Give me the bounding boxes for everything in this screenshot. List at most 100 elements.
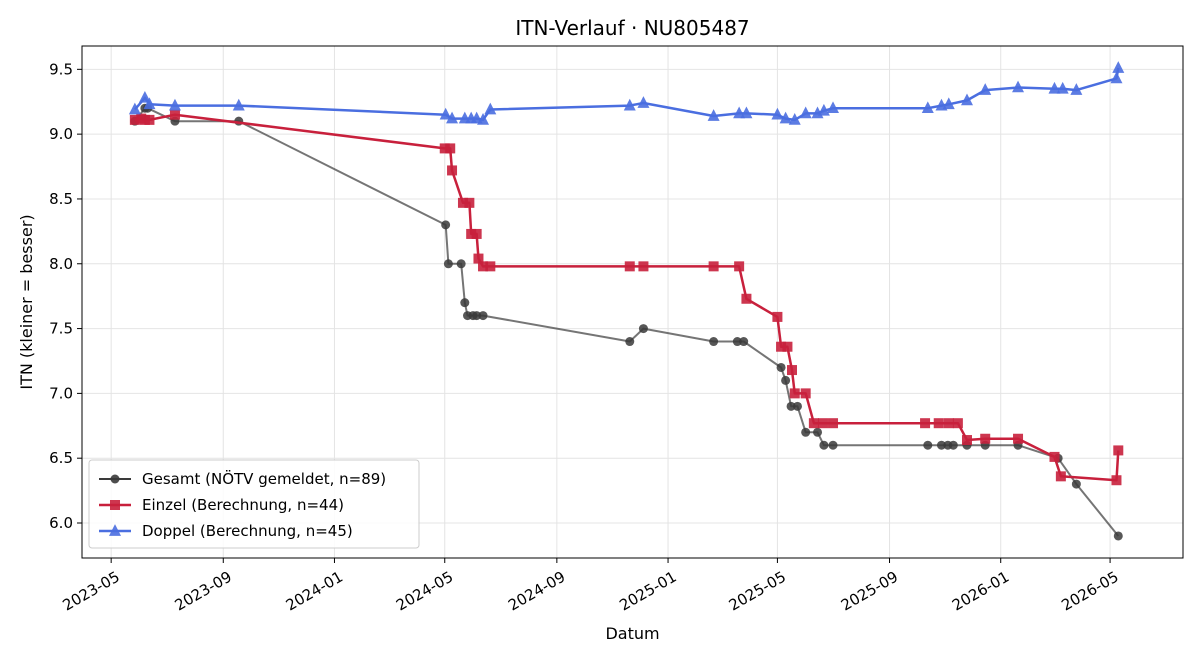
data-point <box>1113 445 1124 456</box>
legend-label: Gesamt (NÖTV gemeldet, n=89) <box>142 469 386 488</box>
data-point <box>478 261 489 272</box>
data-point <box>771 107 784 120</box>
data-point <box>232 98 245 111</box>
data-point <box>441 220 451 230</box>
data-point <box>460 298 470 308</box>
data-point <box>439 107 452 120</box>
data-point <box>1110 71 1123 84</box>
data-point <box>779 111 792 124</box>
data-point <box>457 197 468 208</box>
data-point <box>781 375 791 385</box>
series-triangle <box>128 61 1125 125</box>
data-point <box>936 440 946 450</box>
y-tick-label: 7.5 <box>49 320 73 338</box>
legend-entry: Gesamt (NÖTV gemeldet, n=89) <box>99 469 386 488</box>
legend-label: Einzel (Berechnung, n=44) <box>142 496 344 514</box>
series-line <box>134 113 1120 482</box>
y-axis-label: ITN (kleiner = besser) <box>17 214 36 389</box>
data-point <box>1056 81 1069 94</box>
data-point <box>828 440 838 450</box>
data-point <box>734 261 745 272</box>
data-point <box>466 228 477 239</box>
data-point <box>707 109 720 121</box>
data-point <box>473 253 484 264</box>
data-point <box>813 427 823 437</box>
data-point <box>477 112 490 125</box>
x-tick-label: 2025-09 <box>838 568 901 615</box>
data-point <box>786 401 796 411</box>
y-tick-label: 9.0 <box>49 125 73 143</box>
y-tick-label: 6.5 <box>49 449 73 467</box>
y-tick-label: 6.0 <box>49 514 73 532</box>
data-point <box>1113 531 1123 541</box>
data-point <box>638 324 648 334</box>
data-point <box>485 261 496 272</box>
y-tick-label: 9.5 <box>49 60 73 78</box>
data-point <box>920 418 931 429</box>
data-point <box>447 165 458 176</box>
data-point <box>776 362 786 372</box>
data-point <box>827 101 840 114</box>
x-tick-label: 2024-01 <box>283 568 346 615</box>
x-tick-label: 2024-05 <box>393 568 456 615</box>
data-point <box>980 433 991 444</box>
legend-entry: Einzel (Berechnung, n=44) <box>99 496 344 514</box>
data-point <box>456 259 466 269</box>
data-point <box>1070 83 1083 95</box>
data-point <box>1048 81 1061 94</box>
legend-box <box>88 459 420 549</box>
legend-label: Doppel (Berechnung, n=45) <box>142 522 353 540</box>
data-point <box>948 440 958 450</box>
data-point <box>143 97 156 110</box>
data-point <box>708 261 719 272</box>
data-point <box>819 440 829 450</box>
legend-swatch-marker <box>110 474 120 484</box>
data-point <box>979 83 992 95</box>
data-point <box>788 112 801 125</box>
data-point <box>464 197 475 208</box>
data-point <box>943 418 954 429</box>
data-point <box>740 106 753 119</box>
data-point <box>1055 471 1066 482</box>
data-point <box>472 311 482 321</box>
series-line <box>133 67 1120 122</box>
data-point <box>961 435 972 446</box>
data-point <box>933 418 944 429</box>
data-point <box>478 311 488 321</box>
data-point <box>786 365 797 376</box>
data-point <box>817 418 828 429</box>
data-point <box>443 259 453 269</box>
series-layer <box>128 61 1125 541</box>
x-axis-label: Datum <box>605 624 659 643</box>
x-tick-label: 2026-01 <box>949 568 1012 615</box>
data-point <box>921 101 934 114</box>
x-tick-label: 2025-05 <box>726 568 789 615</box>
data-point <box>828 418 839 429</box>
data-point <box>776 341 787 352</box>
data-point <box>1013 433 1024 444</box>
data-point <box>1049 451 1060 462</box>
data-point <box>782 341 793 352</box>
y-tick-label: 8.0 <box>49 255 73 273</box>
data-point <box>144 114 155 125</box>
y-tick-label: 8.5 <box>49 190 73 208</box>
data-point <box>638 261 649 272</box>
x-tick-label: 2025-01 <box>616 568 679 615</box>
data-point <box>1112 61 1125 73</box>
data-point <box>772 311 783 322</box>
x-tick-label: 2023-05 <box>59 568 122 615</box>
data-point <box>739 337 749 347</box>
data-point <box>800 388 811 399</box>
data-point <box>709 337 719 347</box>
legend-swatch-marker <box>109 524 121 536</box>
data-point <box>1012 80 1025 93</box>
data-point <box>808 418 819 429</box>
data-point <box>625 337 635 347</box>
data-point <box>817 103 830 116</box>
data-point <box>623 98 636 111</box>
data-point <box>637 96 650 108</box>
x-tick-label: 2023-09 <box>172 568 235 615</box>
plot-frame <box>81 45 1184 559</box>
data-point <box>960 93 973 106</box>
